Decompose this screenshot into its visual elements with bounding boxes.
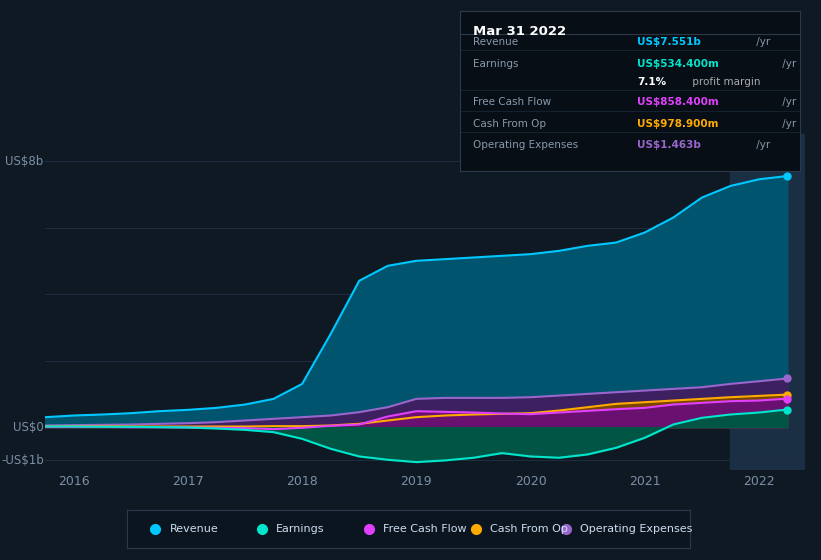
Text: Free Cash Flow: Free Cash Flow (474, 97, 552, 108)
Text: Cash From Op: Cash From Op (490, 524, 568, 534)
Text: Revenue: Revenue (474, 37, 519, 46)
Text: Cash From Op: Cash From Op (474, 119, 547, 129)
Text: US$534.400m: US$534.400m (637, 59, 719, 69)
Text: Mar 31 2022: Mar 31 2022 (474, 25, 566, 38)
Point (781, 394, 794, 403)
Text: US$8b: US$8b (6, 155, 44, 167)
Text: Operating Expenses: Operating Expenses (474, 141, 579, 151)
Point (781, 405, 794, 414)
Point (781, 171, 794, 180)
Text: US$978.900m: US$978.900m (637, 119, 718, 129)
Text: US$7.551b: US$7.551b (637, 37, 701, 46)
Text: Revenue: Revenue (169, 524, 218, 534)
Text: /yr: /yr (754, 141, 771, 151)
Point (781, 374, 794, 383)
Text: Earnings: Earnings (474, 59, 519, 69)
Point (781, 390, 794, 399)
Text: /yr: /yr (779, 119, 796, 129)
Text: US$0: US$0 (13, 421, 44, 433)
Text: /yr: /yr (754, 37, 771, 46)
Text: Free Cash Flow: Free Cash Flow (383, 524, 467, 534)
Text: US$1.463b: US$1.463b (637, 141, 701, 151)
Text: /yr: /yr (779, 97, 796, 108)
Text: profit margin: profit margin (689, 77, 760, 87)
Text: 7.1%: 7.1% (637, 77, 666, 87)
Text: /yr: /yr (779, 59, 796, 69)
Bar (731, 134, 805, 470)
Text: Operating Expenses: Operating Expenses (580, 524, 692, 534)
Text: Earnings: Earnings (277, 524, 325, 534)
Text: -US$1b: -US$1b (1, 454, 44, 467)
Text: US$858.400m: US$858.400m (637, 97, 718, 108)
